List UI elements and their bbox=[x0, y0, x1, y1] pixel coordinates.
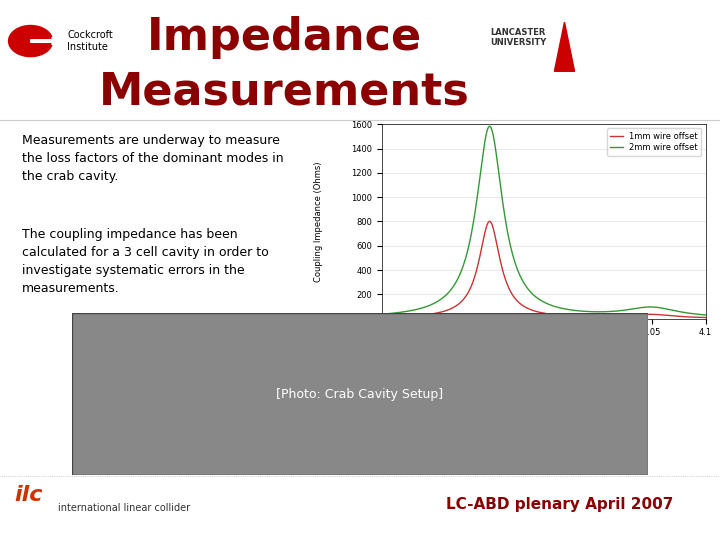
2mm wire offset bbox=[660, 305, 669, 312]
1mm wire offset bbox=[516, 300, 524, 307]
1mm wire offset bbox=[485, 218, 494, 225]
Text: international linear collider: international linear collider bbox=[58, 503, 190, 512]
Text: ilc: ilc bbox=[14, 484, 43, 505]
FancyBboxPatch shape bbox=[72, 313, 648, 475]
Line: 2mm wire offset: 2mm wire offset bbox=[382, 126, 706, 315]
2mm wire offset bbox=[516, 272, 524, 279]
Polygon shape bbox=[554, 22, 575, 71]
2mm wire offset bbox=[433, 298, 442, 305]
1mm wire offset bbox=[377, 314, 386, 320]
Text: LC-ABD plenary April 2007: LC-ABD plenary April 2007 bbox=[446, 497, 674, 512]
1mm wire offset bbox=[502, 278, 510, 284]
Y-axis label: Coupling Impedance (Ohms): Coupling Impedance (Ohms) bbox=[315, 161, 323, 282]
Text: ASTe C: ASTe C bbox=[633, 40, 670, 50]
Text: Impedance: Impedance bbox=[147, 16, 422, 59]
Text: Cockcroft
Institute: Cockcroft Institute bbox=[68, 30, 113, 52]
Text: LANCASTER
UNIVERSITY: LANCASTER UNIVERSITY bbox=[490, 28, 546, 47]
1mm wire offset bbox=[701, 314, 710, 321]
Circle shape bbox=[9, 25, 53, 57]
Legend: 1mm wire offset, 2mm wire offset: 1mm wire offset, 2mm wire offset bbox=[607, 129, 701, 156]
2mm wire offset bbox=[695, 311, 703, 318]
1mm wire offset bbox=[414, 312, 423, 319]
2mm wire offset bbox=[502, 220, 510, 226]
Text: [Photo: Crab Cavity Setup]: [Photo: Crab Cavity Setup] bbox=[276, 388, 444, 401]
2mm wire offset bbox=[701, 312, 710, 318]
2mm wire offset bbox=[377, 311, 386, 318]
2mm wire offset bbox=[485, 123, 494, 130]
X-axis label: Frequency (GHz): Frequency (GHz) bbox=[503, 343, 584, 353]
1mm wire offset bbox=[695, 314, 703, 321]
1mm wire offset bbox=[660, 312, 669, 319]
Text: Measurements: Measurements bbox=[99, 70, 470, 113]
Line: 1mm wire offset: 1mm wire offset bbox=[382, 221, 706, 318]
2mm wire offset bbox=[414, 306, 423, 312]
Text: Measurements are underway to measure
the loss factors of the dominant modes in
t: Measurements are underway to measure the… bbox=[22, 133, 283, 183]
Text: The coupling impedance has been
calculated for a 3 cell cavity in order to
inves: The coupling impedance has been calculat… bbox=[22, 228, 269, 295]
1mm wire offset bbox=[433, 309, 442, 316]
